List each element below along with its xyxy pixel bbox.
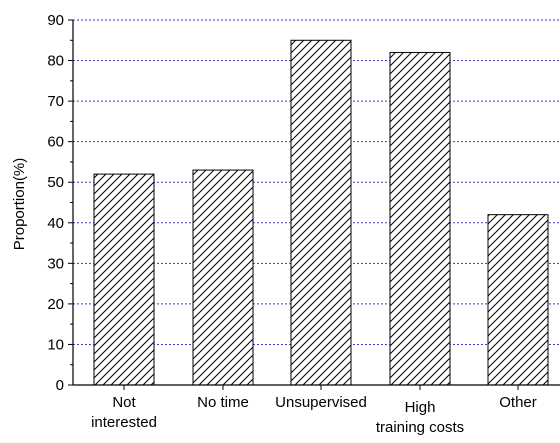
y-tick-label: 90 bbox=[47, 12, 64, 29]
bar-0 bbox=[93, 173, 155, 386]
y-tick-label: 0 bbox=[56, 377, 64, 394]
bars bbox=[93, 39, 549, 386]
bar-1 bbox=[192, 169, 254, 386]
y-tick-label: 10 bbox=[47, 336, 64, 353]
y-tick-label: 60 bbox=[47, 134, 64, 151]
x-category-label: Unsupervised bbox=[275, 394, 367, 411]
labels: 0 10 20 30 40 50 60 70 80 90 Not interested No time U… bbox=[47, 12, 536, 436]
y-tick-label: 40 bbox=[47, 215, 64, 232]
y-tick-label: 20 bbox=[47, 296, 64, 313]
x-category-label: Not bbox=[112, 394, 136, 411]
bar-3 bbox=[389, 51, 451, 386]
x-category-label: training costs bbox=[376, 419, 464, 436]
y-tick-label: 70 bbox=[47, 93, 64, 110]
y-axis-title: Proportion(%) bbox=[11, 158, 28, 251]
y-tick-label: 80 bbox=[47, 53, 64, 70]
bar-2 bbox=[290, 39, 352, 386]
x-category-label: interested bbox=[91, 414, 157, 431]
bar-4 bbox=[487, 214, 549, 386]
y-tick-label: 30 bbox=[47, 255, 64, 272]
x-category-label: No time bbox=[197, 394, 249, 411]
x-category-label: Other bbox=[499, 394, 537, 411]
axes bbox=[68, 19, 560, 390]
y-tick-label: 50 bbox=[47, 174, 64, 191]
x-category-label: High bbox=[405, 399, 436, 416]
